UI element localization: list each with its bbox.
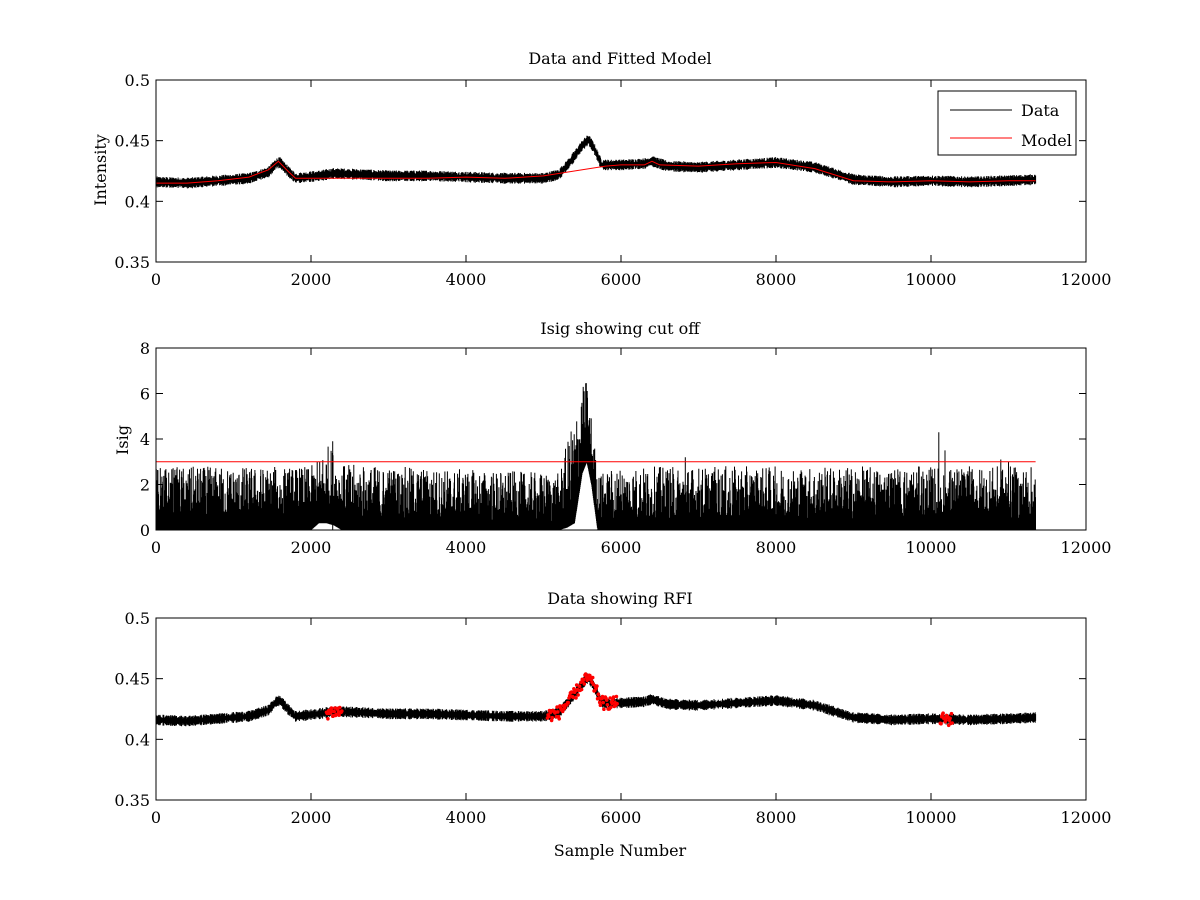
x-tick-label: 8000 xyxy=(756,538,797,557)
rfi-markers-1 xyxy=(324,705,344,721)
y-tick-label: 6 xyxy=(140,385,150,404)
y-axis-label: Intensity xyxy=(91,134,110,206)
x-tick-label: 10000 xyxy=(906,808,957,827)
plot-area xyxy=(156,383,1036,530)
x-axis-label: Sample Number xyxy=(554,841,687,860)
axis-ticks: 0 2000 4000 6000 8000 10000 12000 0 2 4 6 8 xyxy=(140,339,1112,557)
y-tick-label: 0 xyxy=(140,521,150,540)
legend-box xyxy=(937,90,1077,156)
y-tick-label: 0.4 xyxy=(125,730,150,749)
legend: Data Model xyxy=(937,90,1077,156)
subplot-title: Data and Fitted Model xyxy=(528,49,711,68)
x-tick-label: 6000 xyxy=(601,538,642,557)
series-isig-line xyxy=(156,383,1036,530)
x-tick-label: 8000 xyxy=(756,270,797,289)
subplot-isig: Isig showing cut off Isig 0 2000 4000 6000 8… xyxy=(113,319,1111,557)
y-tick-label: 2 xyxy=(140,476,150,495)
x-tick-label: 4000 xyxy=(446,270,487,289)
x-tick-label: 4000 xyxy=(446,538,487,557)
y-tick-label: 0.35 xyxy=(114,791,150,810)
y-tick-label: 8 xyxy=(140,339,150,358)
plot-area xyxy=(156,672,1037,728)
x-tick-label: 6000 xyxy=(601,808,642,827)
subplot-data-and-model: Data and Fitted Model Intensity 0 2000 400… xyxy=(91,49,1111,289)
rfi-markers-3 xyxy=(938,711,954,728)
x-tick-label: 12000 xyxy=(1061,808,1112,827)
x-tick-label: 4000 xyxy=(446,808,487,827)
rfi-markers-2 xyxy=(545,672,619,723)
subplot-title: Data showing RFI xyxy=(547,589,692,608)
x-tick-label: 2000 xyxy=(291,538,332,557)
y-tick-label: 0.5 xyxy=(125,71,150,90)
series-group xyxy=(156,672,1037,728)
y-tick-label: 0.5 xyxy=(125,609,150,628)
subplot-title: Isig showing cut off xyxy=(540,319,701,338)
x-tick-label: 0 xyxy=(151,808,161,827)
series-model-line xyxy=(156,160,1036,184)
legend-entry-model: Model xyxy=(1021,131,1072,150)
x-tick-label: 6000 xyxy=(601,270,642,289)
subplot-rfi: Data showing RFI Sample Number 0 2000 4000… xyxy=(114,589,1111,860)
x-tick-label: 0 xyxy=(151,538,161,557)
y-tick-label: 0.4 xyxy=(125,192,150,211)
x-tick-label: 10000 xyxy=(906,538,957,557)
x-tick-label: 2000 xyxy=(291,808,332,827)
plot-area xyxy=(156,135,1037,189)
series-group xyxy=(156,383,1036,530)
y-axis-label: Isig xyxy=(113,425,132,455)
y-tick-label: 0.45 xyxy=(114,132,150,151)
y-tick-label: 0.45 xyxy=(114,670,150,689)
x-tick-label: 12000 xyxy=(1061,270,1112,289)
x-tick-label: 8000 xyxy=(756,808,797,827)
series-group xyxy=(156,135,1037,189)
y-tick-label: 4 xyxy=(140,430,150,449)
axis-ticks: 0 2000 4000 6000 8000 10000 12000 0.35 0.4 0.45 0.… xyxy=(114,71,1111,289)
y-tick-label: 0.35 xyxy=(114,253,150,272)
x-tick-label: 12000 xyxy=(1061,538,1112,557)
axis-ticks: 0 2000 4000 6000 8000 10000 12000 0.35 0.4 0.45 0.… xyxy=(114,609,1111,827)
x-tick-label: 0 xyxy=(151,270,161,289)
legend-entry-data: Data xyxy=(1021,101,1060,120)
x-tick-label: 2000 xyxy=(291,270,332,289)
x-tick-label: 10000 xyxy=(906,270,957,289)
